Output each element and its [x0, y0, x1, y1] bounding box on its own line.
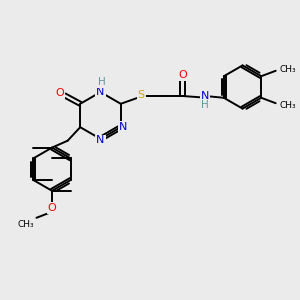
- Text: O: O: [48, 203, 56, 213]
- Text: S: S: [138, 90, 145, 100]
- Text: N: N: [201, 91, 210, 101]
- Text: H: H: [98, 77, 106, 88]
- Text: N: N: [119, 122, 128, 132]
- Text: CH₃: CH₃: [279, 100, 296, 109]
- Text: N: N: [96, 135, 105, 146]
- Text: H: H: [202, 100, 209, 110]
- Text: CH₃: CH₃: [279, 64, 296, 74]
- Text: CH₃: CH₃: [17, 220, 34, 229]
- Text: N: N: [96, 87, 105, 97]
- Text: O: O: [178, 70, 187, 80]
- Text: O: O: [56, 88, 64, 98]
